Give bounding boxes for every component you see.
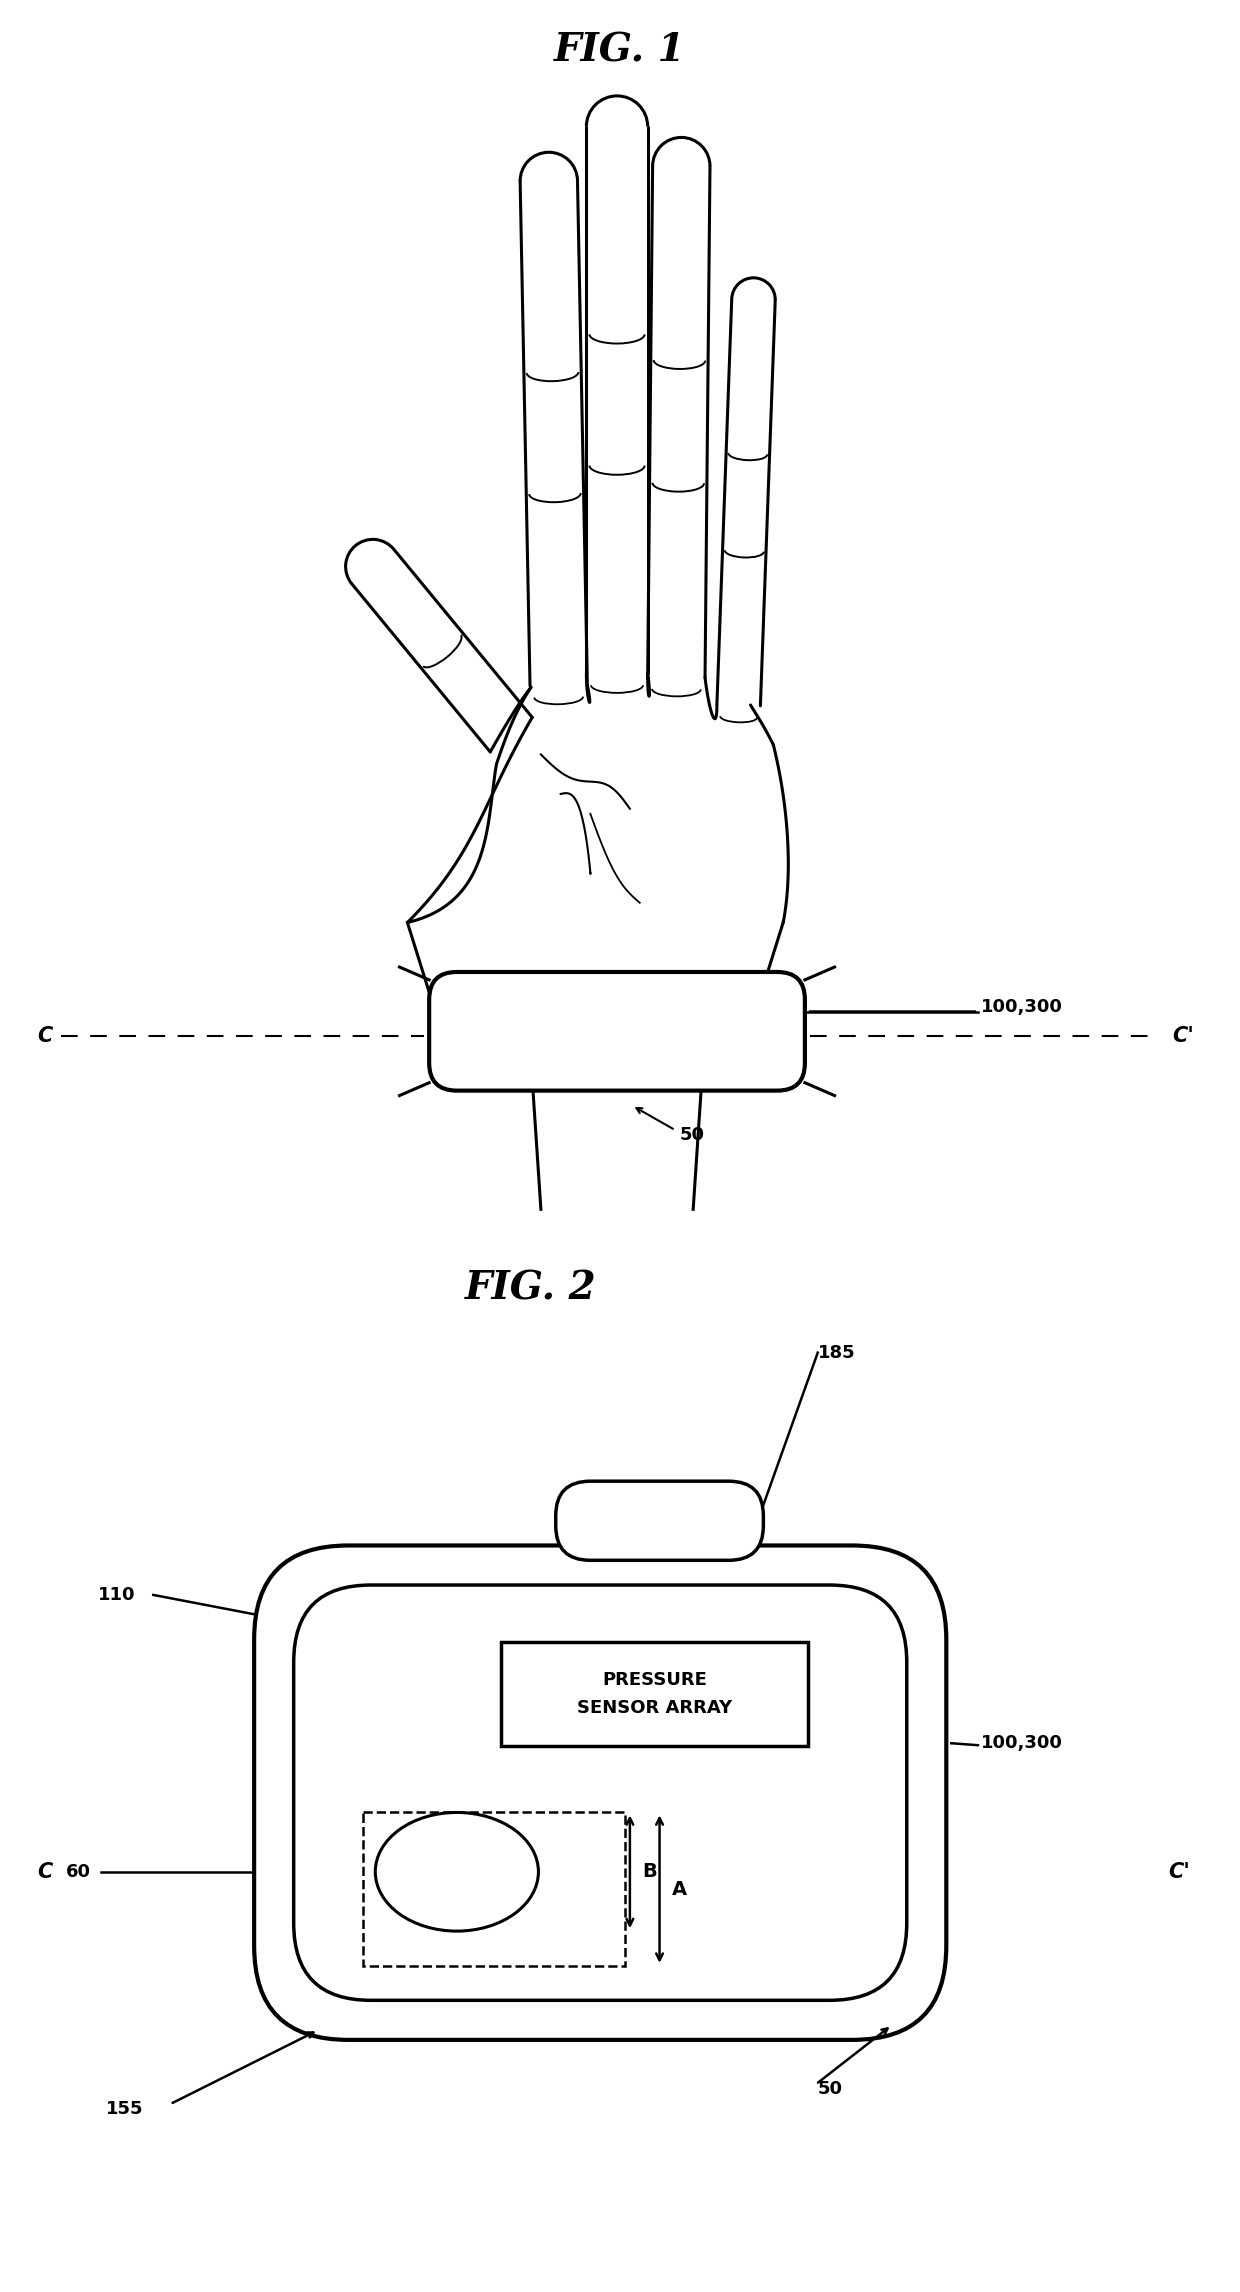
Bar bbox=[363, 1813, 625, 1967]
Text: 50: 50 bbox=[817, 2081, 843, 2097]
Text: 50: 50 bbox=[680, 1125, 704, 1144]
Text: 100,300: 100,300 bbox=[981, 1735, 1063, 1753]
Text: C: C bbox=[37, 1861, 52, 1882]
Text: C': C' bbox=[1168, 1861, 1189, 1882]
FancyBboxPatch shape bbox=[556, 1481, 764, 1561]
Bar bbox=[501, 1641, 808, 1747]
Text: FIG. 2: FIG. 2 bbox=[465, 1270, 596, 1306]
Text: PRESSURE: PRESSURE bbox=[603, 1671, 707, 1689]
Text: A: A bbox=[671, 1879, 687, 1898]
FancyBboxPatch shape bbox=[429, 972, 805, 1091]
Text: 60: 60 bbox=[66, 1863, 92, 1882]
Text: 185: 185 bbox=[817, 1343, 856, 1361]
FancyBboxPatch shape bbox=[294, 1586, 906, 2001]
Text: C: C bbox=[37, 1027, 52, 1045]
Ellipse shape bbox=[376, 1813, 538, 1932]
Text: 155: 155 bbox=[105, 2099, 144, 2118]
Text: SENSOR ARRAY: SENSOR ARRAY bbox=[577, 1698, 732, 1717]
Text: 100,300: 100,300 bbox=[981, 997, 1063, 1015]
FancyBboxPatch shape bbox=[254, 1545, 946, 2040]
Text: 110: 110 bbox=[98, 1586, 135, 1604]
Text: C': C' bbox=[1173, 1027, 1194, 1045]
Text: FIG. 1: FIG. 1 bbox=[554, 32, 686, 69]
Text: B: B bbox=[642, 1863, 656, 1882]
